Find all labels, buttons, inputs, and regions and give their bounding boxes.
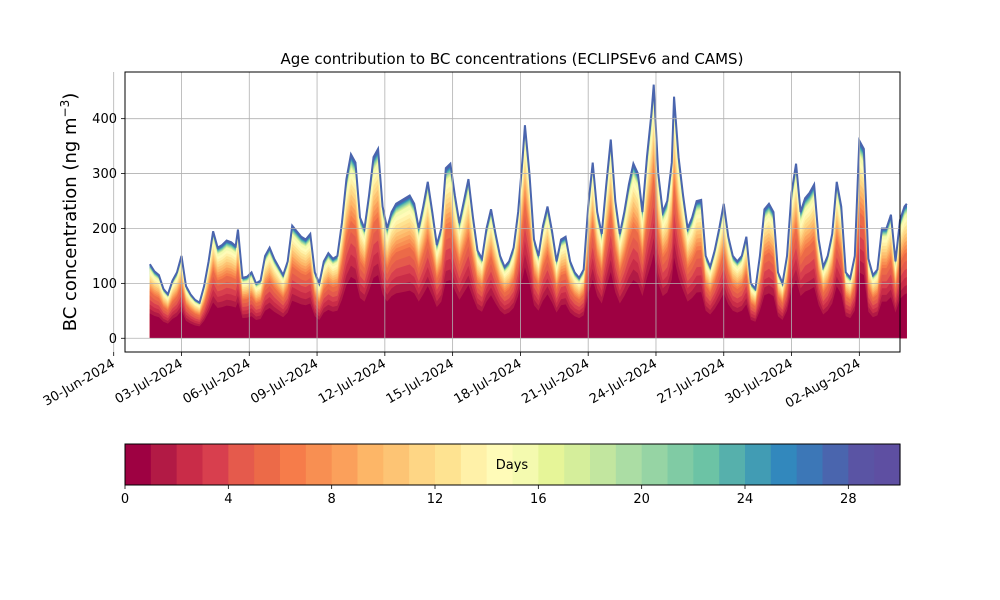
colorbar-cell-12: [435, 444, 462, 485]
y-axis-label-close: ): [60, 93, 81, 100]
colorbar-cell-17: [564, 444, 591, 485]
colorbar-cell-9: [357, 444, 384, 485]
y-axis-label-main: BC concentration (ng m: [60, 117, 81, 331]
chart-title: Age contribution to BC concentrations (E…: [281, 50, 744, 68]
x-tick-label: 18-Jul-2024: [452, 356, 525, 407]
x-tick-label: 03-Jul-2024: [113, 356, 186, 407]
colorbar-cell-11: [409, 444, 436, 485]
colorbar-cell-2: [176, 444, 204, 485]
age-band-0: [149, 253, 907, 339]
x-axis: 30-Jun-202403-Jul-202406-Jul-202409-Jul-…: [41, 352, 863, 412]
colorbar-cell-1: [150, 444, 178, 485]
y-tick-label: 100: [92, 277, 117, 292]
y-tick-label: 300: [92, 167, 117, 182]
colorbar-cell-13: [460, 444, 488, 485]
colorbar-tick-label: 0: [121, 492, 129, 507]
colorbar-cell-20: [641, 444, 669, 485]
x-tick-label: 02-Aug-2024: [783, 356, 863, 411]
colorbar-tick-label: 4: [224, 492, 232, 507]
colorbar-frame: [124, 443, 901, 486]
colorbar-tick-label: 8: [328, 492, 336, 507]
plot-frame: [124, 71, 901, 353]
colorbar-tick-label: 28: [840, 492, 857, 507]
colorbar-tick-label: 20: [633, 492, 650, 507]
colorbar-cell-3: [202, 444, 229, 485]
colorbar-cell-27: [822, 444, 849, 485]
colorbar-cell-25: [770, 444, 798, 485]
colorbar-cell-16: [538, 444, 565, 485]
x-tick-label: 06-Jul-2024: [180, 356, 253, 407]
colorbar-cell-29: [874, 444, 901, 485]
colorbar-cell-0: [125, 444, 152, 485]
colorbar-tick-label: 16: [530, 492, 547, 507]
colorbar-cell-8: [331, 444, 359, 485]
y-axis-label-unit-exponent: −3: [58, 100, 72, 118]
y-tick-label: 200: [92, 222, 117, 237]
colorbar-cell-22: [693, 444, 720, 485]
colorbar-cell-19: [615, 444, 643, 485]
colorbar: 0 4 8 12 16 20 24 28: [121, 444, 901, 507]
colorbar-cell-26: [796, 444, 824, 485]
colorbar-cell-6: [280, 444, 307, 485]
y-axis: 0 100 200 300 400: [92, 112, 125, 347]
x-tick-label: 24-Jul-2024: [587, 356, 660, 407]
x-tick-label: 27-Jul-2024: [655, 356, 728, 407]
colorbar-cell-24: [745, 444, 772, 485]
colorbar-cell-28: [848, 444, 875, 485]
colorbar-cell-21: [667, 444, 694, 485]
colorbar-cell-15: [512, 444, 539, 485]
y-axis-label: BC concentration (ng m−3): [58, 93, 81, 332]
y-tick-label: 0: [109, 332, 117, 347]
plot-area: [149, 84, 908, 339]
y-tick-label: 400: [92, 112, 117, 127]
colorbar-tick-label: 24: [737, 492, 754, 507]
colorbar-tick-label: 12: [427, 492, 444, 507]
colorbar-cell-4: [228, 444, 255, 485]
x-tick-label: 09-Jul-2024: [248, 356, 321, 407]
x-tick-label: 30-Jun-2024: [41, 356, 118, 409]
colorbar-cell-18: [590, 444, 617, 485]
colorbar-cell-7: [305, 444, 333, 485]
colorbar-cell-10: [383, 444, 410, 485]
colorbar-cell-23: [719, 444, 746, 485]
colorbar-label: Days: [496, 458, 529, 473]
colorbar-cell-14: [486, 444, 514, 485]
x-tick-label: 12-Jul-2024: [316, 356, 389, 407]
x-tick-label: 21-Jul-2024: [519, 356, 592, 407]
grid: [113, 72, 900, 352]
colorbar-cell-5: [254, 444, 281, 485]
x-tick-label: 15-Jul-2024: [384, 356, 457, 407]
